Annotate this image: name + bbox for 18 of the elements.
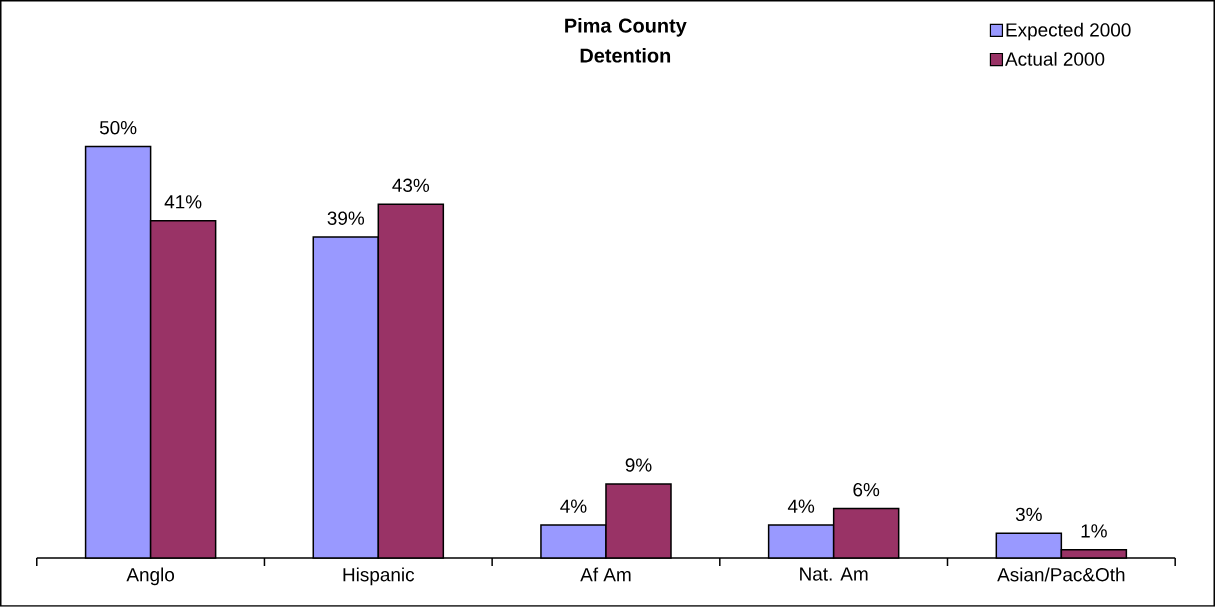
data-label: 41% bbox=[164, 195, 202, 209]
data-label: 3% bbox=[1015, 507, 1042, 522]
data-label: 1% bbox=[1081, 524, 1107, 538]
x-tick-label: Asian/Pac&Oth bbox=[997, 567, 1125, 582]
data-label: 39% bbox=[327, 211, 365, 226]
data-label: 4% bbox=[787, 499, 815, 513]
legend-label: Expected 2000 bbox=[1006, 22, 1131, 41]
chart-title: Pima County Detention bbox=[565, 18, 687, 63]
data-label: 6% bbox=[853, 483, 880, 497]
x-tick-label: Hispanic bbox=[343, 567, 415, 586]
data-label: 50% bbox=[99, 121, 137, 135]
data-label: 43% bbox=[392, 178, 430, 193]
x-tick-label: Af Am bbox=[580, 567, 631, 582]
legend-label: Actual 2000 bbox=[1005, 52, 1105, 66]
x-tick-label: Nat. Am bbox=[800, 567, 868, 581]
x-tick-label: Anglo bbox=[126, 567, 175, 586]
data-label: 4% bbox=[560, 499, 587, 513]
data-label: 9% bbox=[625, 458, 652, 472]
